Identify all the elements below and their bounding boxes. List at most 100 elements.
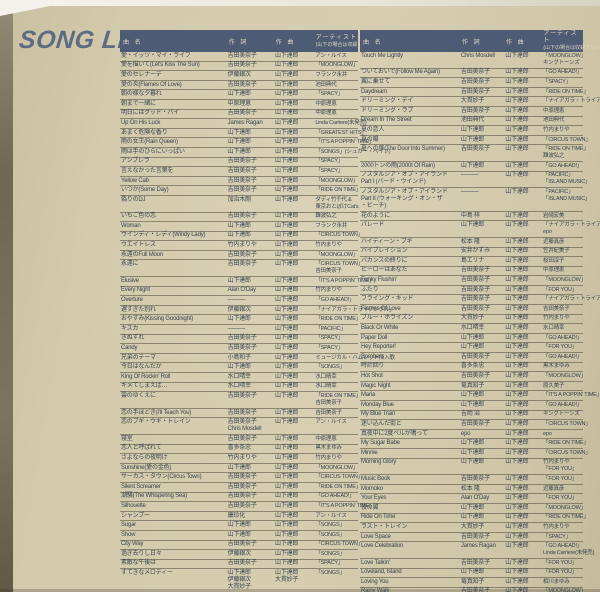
table-row: 夏の陽 山下達郎 山下達郎 「CIRCUS TOWN」 [360,136,591,146]
lyricist-cell: 山下達郎 [227,522,251,529]
lyricist-cell: 吉田美奈子 [227,560,257,567]
song-title-cell: ドリーミング・デイ [361,98,414,105]
table-row: Bomber 吉田美奈子 山下達郎 「GO AHEAD!」 [360,353,583,363]
song-title-cell: 兄弟のテーマ [121,354,156,361]
artist-cell: 竹内まりや [315,242,342,249]
table-body: 愛・イッツ・マイ・ライフ 吉田美奈子 山下達郎 アン・ルイス 愛を描いて(Let's K… [120,52,395,592]
song-table-left: 曲 名 作 詞 作 曲 アーティスト (山下の場合は収録アルバム) 愛・イッツ・… [120,30,395,592]
composer-cell: 山下達郎 [505,325,529,332]
table-row: Up On His Luck James Ragan 山下達郎 Linda Carri… [120,119,367,129]
song-title-cell: 素敵な午後は [121,560,156,567]
lyricist-cell: 山下達郎 [227,232,251,239]
artist-cell: 「RIDE ON TIME」 [315,316,361,323]
artist-cell: 水口晴幸 [315,383,337,390]
lyricist-cell: 吉田美奈子 [460,267,490,274]
composer-cell: 山下達郎 [505,212,529,219]
table-row: 夏の恋人 山下達郎 山下達郎 竹内まりや [360,126,583,136]
song-title-cell: 朝まで一緒に [121,100,156,107]
composer-cell: 山下達郎 [505,569,529,576]
artist-cell: 「RIDE ON TIME」 [315,187,361,194]
artist-cell: 「GO AHEAD!」 Linda Carriere(未発売) [543,543,595,557]
composer-cell: 山下達郎 [505,392,529,399]
lyricist-cell: 吉田美奈子 [460,296,490,303]
composer-cell: 山下達郎 [275,242,299,249]
artist-cell: 「CIRCUS TOWN」 [543,136,591,143]
artist-cell: キングトーンズ [543,411,580,418]
table-row: ノスタルジア・オブ・アイランド Part I (バード・ウインド) ――― 山下達郎… [360,172,591,189]
song-title-cell: My Sugar Babe [361,440,400,447]
table-row: 真夜中に2度ベルが鳴って epo 山下達郎 epo [360,430,583,440]
lyricist-cell: 吉田美奈子 [460,69,490,76]
song-title-cell: City Way [121,541,144,548]
composer-cell: 山下達郎 [275,277,299,284]
lyricist-cell: ――― [460,172,479,179]
composer-cell: 山下達郎 [275,100,299,107]
artist-cell: 「PACIFIC」 [315,325,346,332]
artist-cell: 「CIRCUS TOWN」 [543,449,591,456]
composer-cell: 山下達郎 [275,306,299,313]
lyricist-cell: 吉田美奈子 [227,158,257,165]
table-row: Elusive 山下達郎 山下達郎 「IT'S A POPPIN' TIME」 [120,277,374,287]
table-row: Monday Blue 山下達郎 山下達郎 「GO AHEAD!」 [360,401,583,411]
song-title-cell: ノスタルジア・オブ・アイランド Part II (ウォーキング・オン・ザ ・ビー… [361,188,448,209]
table-row: 2000トンの雨(2000t Of Rain) 山下達郎 山下達郎 「GO AHEAD… [360,162,583,172]
table-row: Candy 吉田美奈子 山下達郎 「SPACY」 [120,344,358,354]
song-title-cell: ハイティーン・ブギ [361,238,413,245]
artist-cell: 「ナイアガラ・トライアングル」 [543,98,600,105]
lyricist-cell: 吉田美奈子 [460,373,490,380]
lyricist-cell: 吉田美奈子 [460,107,490,114]
table-row: 恋のブギ・ウギ・トレイン 吉田美奈子 Chris Mosdell 山下達郎 アン・ルイ… [120,418,358,435]
artist-cell: 「GO AHEAD!」 [543,401,583,408]
table-row: バカンスの終りに 島エリナ 山下達郎 桜田淳子 [360,257,583,267]
table-row: 恋人と呼ばれて 喜多条忠 山下達郎 黒木まゆみ [120,445,358,455]
composer-cell: 山下達郎 [505,107,529,114]
lyricist-cell: 大貫妙子 [460,98,485,105]
lyricist-cell: 山下達郎 伊藤銀次 大貫妙子 [227,570,251,591]
song-title-cell: バイブレイション [361,248,408,255]
composer-cell: 山下達郎 [505,98,529,105]
song-title-cell: Rainy Walk [361,588,390,592]
composer-cell: 山下達郎 [275,335,299,342]
lyricist-cell: 山下達郎 [460,136,485,143]
composer-cell: 山下達郎 [275,419,299,426]
song-title-cell: 永遠のFull Moon [121,251,163,258]
artist-cell: 竹内まりや [543,315,570,322]
song-title-cell: Momoko [361,485,383,492]
song-title-cell: さよならの夜明け [121,454,168,461]
composer-cell: 山下達郎 [275,158,299,165]
song-title-cell: Silent Screamer [121,483,161,490]
song-title-cell: Woman [121,222,141,229]
table-row: Paper Doll 山下達郎 山下達郎 「GO AHEAD!」 [360,334,583,344]
artist-cell: 「IT'S A POPPIN' TIME」 [315,139,375,146]
song-title-cell: Every Night [121,287,150,294]
artist-cell: 中原理恵 [315,100,337,107]
composer-cell: 山下達郎 [505,440,529,447]
table-row: Loveland, Island 山下達郎 山下達郎 「FOR YOU」 [360,569,583,579]
column-header-song: 曲 名 [123,39,143,46]
lyricist-cell: 水口晴幸 [227,373,251,380]
table-row: 朝まで一緒に 中原理恵 山下達郎 中原理恵 [120,100,358,110]
artist-cell: 「SPACY」 [543,78,571,85]
composer-cell: 山下達郎 [275,187,299,194]
table-row: キスカ ――― 山下達郎 「PACIFIC」 [120,325,358,335]
lyricist-cell: 竜真知子 [460,382,485,389]
artist-cell: 池田典代 [543,117,565,124]
composer-cell: 山下達郎 [275,392,299,399]
column-header-artist-line1: アーティスト [543,31,578,44]
song-title-cell: 愛を描いて(Let's Kiss The Sun) [121,62,200,69]
artist-cell: 中原理恵 [543,107,565,114]
song-title-cell: アンブレラ [121,158,150,165]
composer-cell: 山下達郎 [505,401,529,408]
song-title-cell: 明日にはグッド・バイ [121,110,180,117]
artist-cell: 「GO AHEAD!」 [315,297,355,304]
song-title-cell: Bomber [361,353,381,360]
lyricist-cell: 安井かずみ [460,248,490,255]
table-row: Hey Reporter! 山下達郎 山下達郎 「FOR YOU」 [360,343,583,354]
artist-cell: ダディ竹千代 & 東京おとぼけCat's [315,196,359,210]
song-title-cell: Elusive [121,277,139,284]
table-row: 恋の手ほどき(I'll Teach You) 吉田美奈子 山下達郎 吉田美奈子 [120,409,358,419]
table-row: Love Talkin' 吉田美奈子 山下達郎 「FOR YOU」 [360,559,583,569]
lyricist-cell: 山下達郎 [460,222,485,229]
song-title-cell: ついておいで(Follow Me Again) [361,69,440,76]
artist-cell: 竹内まりや [315,287,342,294]
